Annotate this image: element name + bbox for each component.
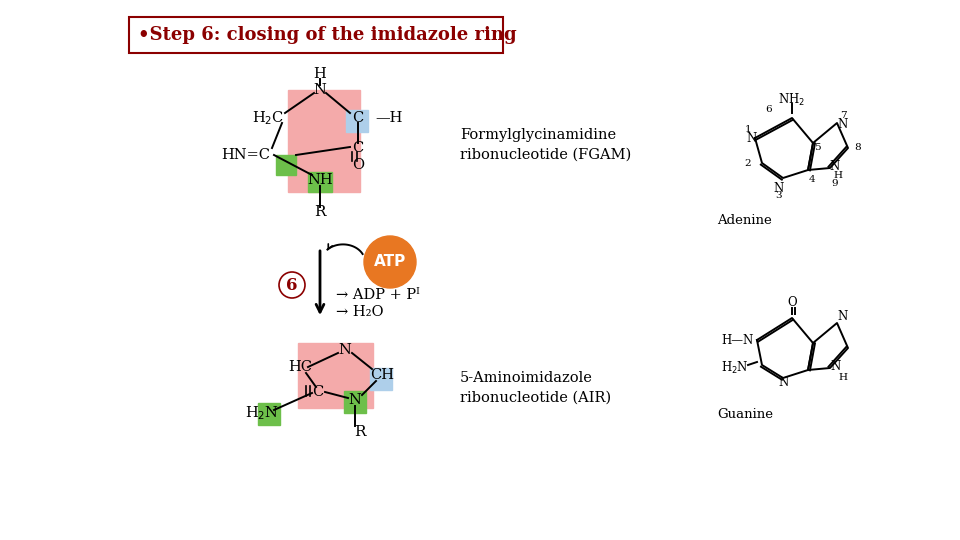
Bar [288,90,360,192]
Text: O: O [352,158,364,172]
Text: 8: 8 [854,144,861,152]
Bar [344,391,366,413]
Text: H—N: H—N [721,334,754,347]
Text: 1: 1 [745,125,752,134]
Text: O: O [787,295,797,308]
Text: N: N [314,83,326,97]
Bar [370,368,392,390]
Bar [276,155,296,175]
Bar [346,110,368,132]
Text: N: N [774,181,784,194]
Text: N: N [348,393,361,407]
Text: N: N [838,309,848,322]
Text: HC: HC [288,360,312,374]
Text: H$_2$N: H$_2$N [245,404,279,422]
Text: H$_2$C: H$_2$C [252,109,284,127]
Circle shape [279,272,305,298]
FancyBboxPatch shape [129,17,503,53]
Bar [308,172,332,192]
Text: H$_2$N: H$_2$N [721,360,749,376]
Text: •Step 6: closing of the imidazole ring: •Step 6: closing of the imidazole ring [138,26,516,44]
Text: 6: 6 [766,105,772,114]
Bar [258,403,280,425]
Text: 6: 6 [286,276,298,294]
Text: H: H [314,67,326,81]
Text: N: N [830,361,841,374]
Text: N: N [339,343,351,357]
Text: HN=C: HN=C [222,148,271,162]
Text: 9: 9 [831,179,838,187]
Text: N: N [779,375,789,388]
Text: CH: CH [370,368,394,382]
Text: C: C [312,385,324,399]
Text: ATP: ATP [373,254,406,269]
Text: N: N [829,160,840,173]
Text: H: H [833,172,843,180]
Text: 2: 2 [745,159,752,167]
Text: —H: —H [375,111,402,125]
Text: N: N [838,118,848,132]
Text: R: R [314,205,325,219]
Text: Formylglycinamidine
ribonucleotide (FGAM): Formylglycinamidine ribonucleotide (FGAM… [460,128,632,162]
Text: → H₂O: → H₂O [336,305,384,319]
Text: Guanine: Guanine [717,408,773,422]
Text: Adenine: Adenine [717,213,772,226]
Text: C: C [352,141,364,155]
Text: 4: 4 [808,176,815,185]
Text: NH: NH [307,173,333,187]
Text: R: R [354,425,366,439]
Text: 5: 5 [814,144,820,152]
Text: H: H [838,373,848,381]
Text: N: N [747,132,757,145]
Text: C: C [352,111,364,125]
Text: 3: 3 [776,192,782,200]
Text: NH$_2$: NH$_2$ [779,92,805,108]
Bar [298,343,373,408]
Circle shape [364,236,416,288]
Text: 5-Aminoimidazole
ribonucleotide (AIR): 5-Aminoimidazole ribonucleotide (AIR) [460,372,612,405]
Text: 7: 7 [840,111,847,119]
Text: → ADP + Pᴵ: → ADP + Pᴵ [336,288,420,302]
